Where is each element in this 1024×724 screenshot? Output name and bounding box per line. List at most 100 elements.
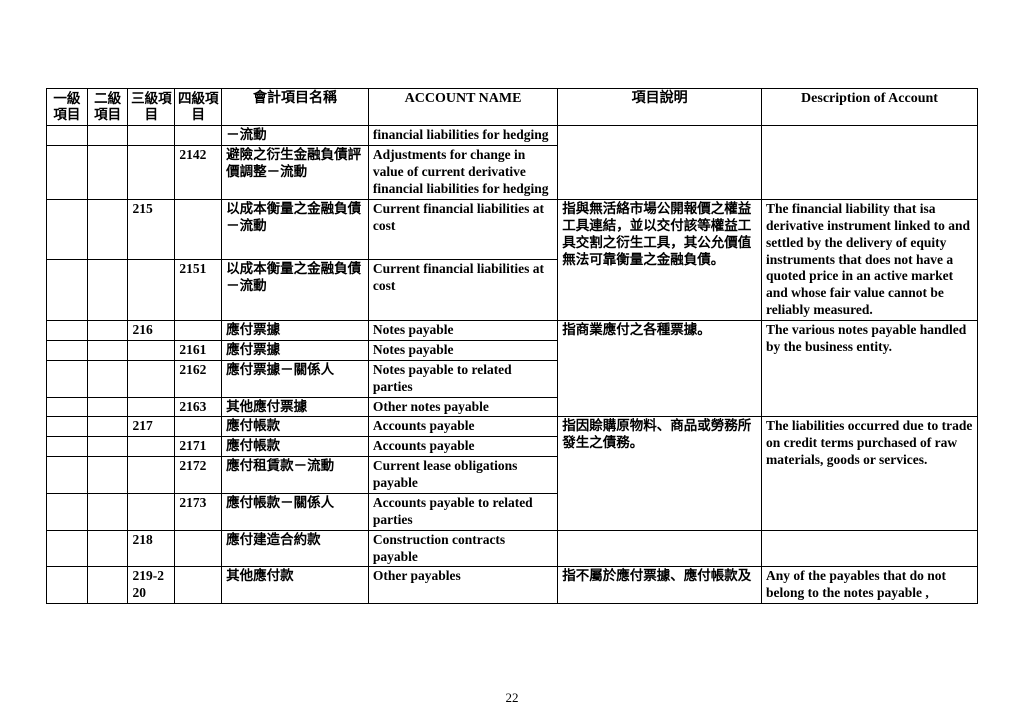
cell-desc-en: The financial liability that isa derivat… [762, 199, 978, 320]
cell-name-en: Current financial liabilities at cost [368, 199, 557, 260]
header-name-en: ACCOUNT NAME [368, 89, 557, 126]
cell-name-en: Adjustments for change in value of curre… [368, 146, 557, 200]
table-row: 2142避險之衍生金融負債評價調整－流動Adjustments for chan… [47, 146, 978, 200]
cell-name-zh: 應付票據 [222, 321, 369, 341]
cell-desc-en [762, 146, 978, 200]
cell-c2 [87, 146, 128, 200]
cell-c1 [47, 126, 88, 146]
cell-name-zh: 應付票據－關係人 [222, 360, 369, 397]
cell-c1 [47, 321, 88, 341]
cell-name-zh: 應付票據 [222, 340, 369, 360]
cell-c2 [87, 126, 128, 146]
table-row: 215 以成本衡量之金融負債－流動Current financial liabil… [47, 199, 978, 260]
page-container: 一級項目 二級項目 三級項目 四級項目 會計項目名稱 ACCOUNT NAME … [0, 0, 1024, 604]
cell-c4: 2173 [175, 493, 222, 530]
table-row: 219-220其他應付款Other payables指不屬於應付票據、應付帳款及… [47, 567, 978, 604]
cell-name-zh: 應付租賃款－流動 [222, 457, 369, 494]
cell-desc-en: The liabilities occurred due to trade on… [762, 417, 978, 530]
cell-name-en: Accounts payable [368, 417, 557, 437]
cell-name-en: financial liabilities for hedging [368, 126, 557, 146]
cell-c1 [47, 199, 88, 260]
cell-name-zh: 其他應付款 [222, 567, 369, 604]
cell-c2 [87, 260, 128, 321]
cell-c3 [128, 457, 175, 494]
cell-desc-zh: 指與無活絡市場公開報價之權益工具連結，並以交付該等權益工具交割之衍生工具，其公允… [558, 199, 762, 320]
cell-c2 [87, 397, 128, 417]
cell-c3 [128, 146, 175, 200]
cell-desc-zh: 指不屬於應付票據、應付帳款及 [558, 567, 762, 604]
cell-desc-zh [558, 146, 762, 200]
cell-c2 [87, 493, 128, 530]
table-header: 一級項目 二級項目 三級項目 四級項目 會計項目名稱 ACCOUNT NAME … [47, 89, 978, 126]
cell-name-zh: 其他應付票據 [222, 397, 369, 417]
cell-c2 [87, 457, 128, 494]
header-level1: 一級項目 [47, 89, 88, 126]
cell-name-en: Current financial liabilities at cost [368, 260, 557, 321]
header-level3: 三級項目 [128, 89, 175, 126]
cell-name-en: Notes payable [368, 321, 557, 341]
cell-c4 [175, 567, 222, 604]
cell-c1 [47, 417, 88, 437]
cell-c4: 2163 [175, 397, 222, 417]
table-row: 218 應付建造合約款Construction contracts payable [47, 530, 978, 567]
cell-c2 [87, 437, 128, 457]
cell-c1 [47, 146, 88, 200]
table-row: －流動financial liabilities for hedging [47, 126, 978, 146]
header-desc-en: Description of Account [762, 89, 978, 126]
cell-c4: 2162 [175, 360, 222, 397]
cell-c4: 2171 [175, 437, 222, 457]
cell-name-en: Accounts payable to related parties [368, 493, 557, 530]
cell-name-zh: 應付建造合約款 [222, 530, 369, 567]
cell-name-en: Accounts payable [368, 437, 557, 457]
cell-name-en: Other notes payable [368, 397, 557, 417]
header-level4: 四級項目 [175, 89, 222, 126]
cell-c4 [175, 530, 222, 567]
cell-name-en: Other payables [368, 567, 557, 604]
page-number: 22 [0, 690, 1024, 706]
cell-desc-en: The various notes payable handled by the… [762, 321, 978, 417]
cell-c3 [128, 126, 175, 146]
cell-c4: 2161 [175, 340, 222, 360]
cell-c1 [47, 397, 88, 417]
cell-c1 [47, 360, 88, 397]
cell-desc-zh [558, 126, 762, 146]
cell-c3: 215 [128, 199, 175, 260]
cell-name-zh: －流動 [222, 126, 369, 146]
cell-c3: 218 [128, 530, 175, 567]
cell-desc-en [762, 126, 978, 146]
accounts-table: 一級項目 二級項目 三級項目 四級項目 會計項目名稱 ACCOUNT NAME … [46, 88, 978, 604]
cell-desc-zh [558, 530, 762, 567]
cell-c2 [87, 417, 128, 437]
cell-name-en: Notes payable [368, 340, 557, 360]
cell-c2 [87, 567, 128, 604]
cell-c1 [47, 493, 88, 530]
cell-name-en: Current lease obligations payable [368, 457, 557, 494]
cell-c3 [128, 340, 175, 360]
cell-name-zh: 應付帳款 [222, 437, 369, 457]
cell-name-en: Construction contracts payable [368, 530, 557, 567]
table-row: 216應付票據Notes payable指商業應付之各種票據。The vario… [47, 321, 978, 341]
cell-name-en: Notes payable to related parties [368, 360, 557, 397]
cell-c2 [87, 340, 128, 360]
cell-c4 [175, 126, 222, 146]
cell-c3 [128, 260, 175, 321]
cell-desc-en: Any of the payables that do not belong t… [762, 567, 978, 604]
cell-name-zh: 應付帳款－關係人 [222, 493, 369, 530]
header-name-zh: 會計項目名稱 [222, 89, 369, 126]
cell-c4: 2142 [175, 146, 222, 200]
cell-c1 [47, 437, 88, 457]
cell-name-zh: 避險之衍生金融負債評價調整－流動 [222, 146, 369, 200]
cell-name-zh: 以成本衡量之金融負債－流動 [222, 199, 369, 260]
cell-c4: 2151 [175, 260, 222, 321]
cell-c4 [175, 321, 222, 341]
cell-c3 [128, 397, 175, 417]
header-desc-zh: 項目說明 [558, 89, 762, 126]
cell-name-zh: 以成本衡量之金融負債－流動 [222, 260, 369, 321]
cell-c2 [87, 321, 128, 341]
cell-c3 [128, 437, 175, 457]
cell-c4 [175, 417, 222, 437]
cell-c2 [87, 199, 128, 260]
cell-c1 [47, 530, 88, 567]
cell-c2 [87, 360, 128, 397]
cell-c3 [128, 493, 175, 530]
